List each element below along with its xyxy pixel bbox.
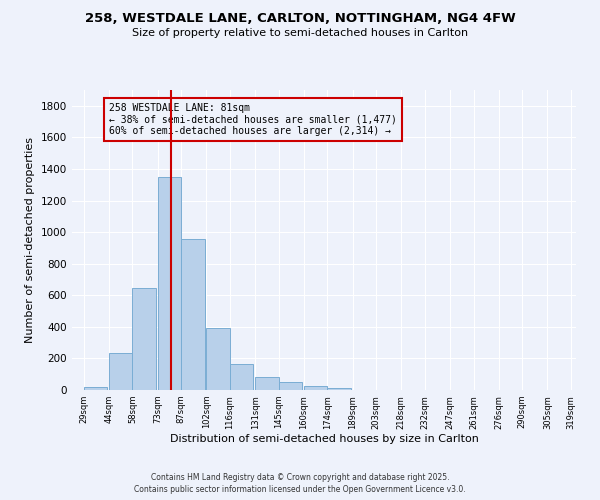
Bar [84,387,107,390]
Bar [206,328,230,390]
Bar [255,376,278,390]
Text: 258 WESTDALE LANE: 81sqm
← 38% of semi-detached houses are smaller (1,477)
60% o: 258 WESTDALE LANE: 81sqm ← 38% of semi-d… [109,102,397,136]
Y-axis label: Number of semi-detached properties: Number of semi-detached properties [25,137,35,343]
Bar [328,388,351,390]
Bar [133,288,156,390]
Text: Contains HM Land Registry data © Crown copyright and database right 2025.: Contains HM Land Registry data © Crown c… [151,472,449,482]
Bar [230,364,253,390]
Bar [158,177,181,390]
Text: Size of property relative to semi-detached houses in Carlton: Size of property relative to semi-detach… [132,28,468,38]
X-axis label: Distribution of semi-detached houses by size in Carlton: Distribution of semi-detached houses by … [170,434,478,444]
Bar [278,382,302,390]
Bar [304,386,328,390]
Text: Contains public sector information licensed under the Open Government Licence v3: Contains public sector information licen… [134,485,466,494]
Text: 258, WESTDALE LANE, CARLTON, NOTTINGHAM, NG4 4FW: 258, WESTDALE LANE, CARLTON, NOTTINGHAM,… [85,12,515,26]
Bar [109,353,133,390]
Bar [181,239,205,390]
